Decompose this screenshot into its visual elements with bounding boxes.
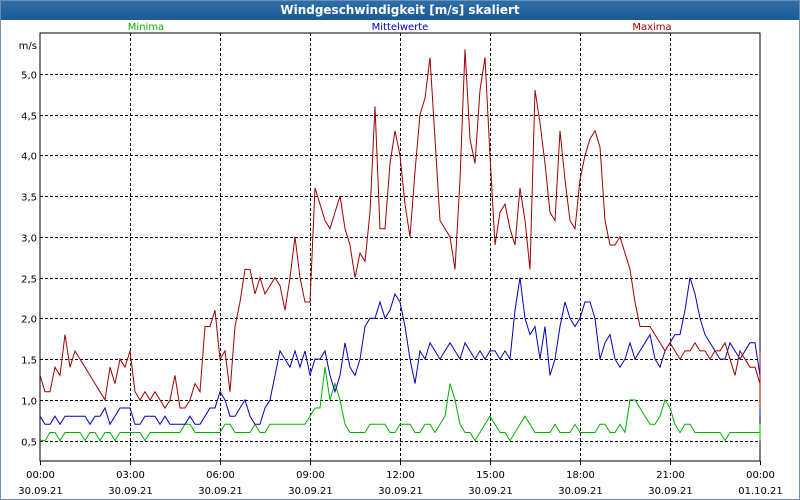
series-line-mittelwerte	[39, 277, 761, 426]
y-axis-unit-label: m/s	[19, 41, 37, 52]
legend-entry-minima: Minima	[128, 22, 164, 33]
y-tick-label: 3,5	[21, 193, 37, 204]
y-tick-label: 0,5	[21, 438, 37, 449]
axis-labels: 0,5 1,0 1,5 2,0 2,5 3,0 3,5 4,0 4,5 5,0 m/s 00:00 30…	[18, 41, 783, 497]
x-tick-date: 30.09.21	[648, 486, 693, 497]
y-tick-label: 5,0	[21, 71, 37, 82]
y-tick-label: 1,5	[21, 356, 37, 367]
x-tick-time: 12:00	[386, 470, 415, 481]
y-tick-label: 3,0	[21, 234, 37, 245]
y-tick-label: 4,5	[21, 112, 37, 123]
y-tick-label: 2,0	[21, 315, 37, 326]
x-tick-date: 30.09.21	[378, 486, 423, 497]
legend-entry-maxima: Maxima	[632, 22, 671, 33]
y-tick-label: 2,5	[21, 275, 37, 286]
x-tick-time: 09:00	[296, 470, 325, 481]
x-tick-time: 21:00	[656, 470, 685, 481]
x-tick-date: 30.09.21	[198, 486, 243, 497]
legend-entry-mittelwerte: Mittelwerte	[372, 22, 429, 33]
x-tick-date: 30.09.21	[468, 486, 513, 497]
x-tick-time: 15:00	[476, 470, 505, 481]
x-tick-date: 30.09.21	[288, 486, 333, 497]
y-tick-label: 4,0	[21, 152, 37, 163]
y-tick-label: 1,0	[21, 397, 37, 408]
series-line-maxima	[39, 49, 761, 409]
x-tick-time: 03:00	[116, 470, 145, 481]
x-tick-date: 30.09.21	[108, 486, 153, 497]
window-title: Windgeschwindigkeit [m/s] skaliert	[1, 1, 799, 20]
x-tick-date: 01.10.21	[738, 486, 783, 497]
grid-lines	[40, 33, 761, 465]
x-tick-time: 00:00	[26, 470, 55, 481]
series-line-minima	[40, 367, 761, 442]
x-tick-date: 30.09.21	[558, 486, 603, 497]
x-tick-time: 06:00	[206, 470, 235, 481]
x-tick-time: 00:00	[746, 470, 775, 481]
x-tick-time: 18:00	[566, 470, 595, 481]
legend: Minima Mittelwerte Maxima	[128, 22, 672, 33]
series-group	[39, 49, 761, 442]
x-tick-date: 30.09.21	[18, 486, 63, 497]
